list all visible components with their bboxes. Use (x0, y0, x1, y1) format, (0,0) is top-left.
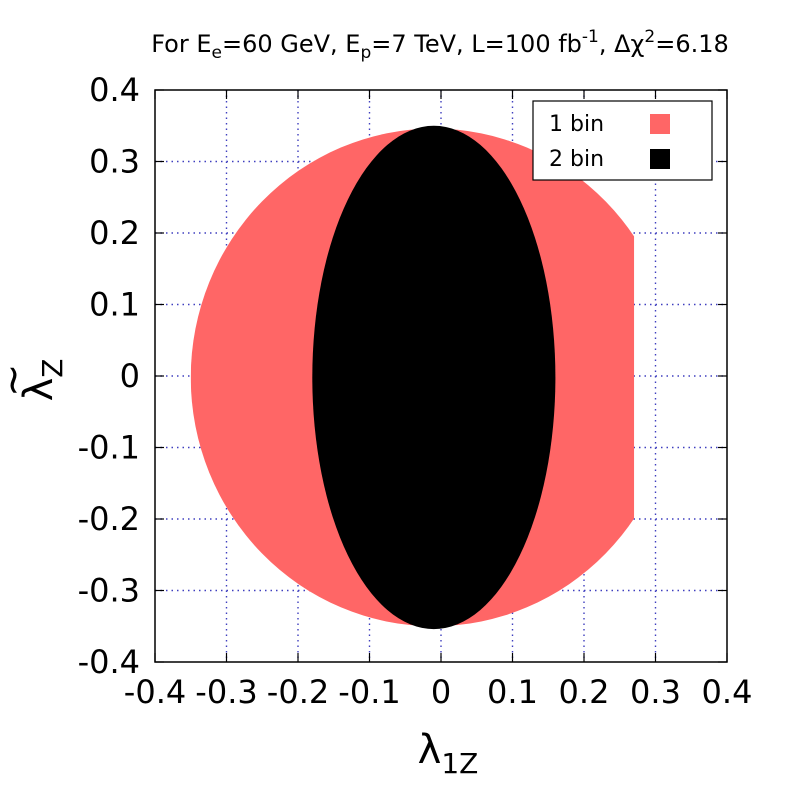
y-tick-label: 0 (120, 357, 140, 395)
x-tick-label: -0.2 (267, 673, 329, 711)
y-tick-label: -0.1 (78, 429, 140, 467)
x-tick-label: -0.3 (195, 673, 257, 711)
x-tick-label: 0.4 (702, 673, 753, 711)
x-tick-label: -0.4 (124, 673, 186, 711)
tick-marks (154, 89, 728, 663)
y-tick-labels: -0.4 -0.3 -0.2 -0.1 0 0.1 0.2 0.3 0.4 (78, 71, 140, 681)
y-axis-label-tilde: ~ (0, 363, 36, 397)
y-axis-label: λZ ~ (0, 359, 69, 402)
y-tick-label: -0.2 (78, 500, 140, 538)
x-tick-labels: -0.4 -0.3 -0.2 -0.1 0 0.1 0.2 0.3 0.4 (124, 673, 753, 711)
x-axis-label: λ1Z (418, 727, 479, 780)
y-tick-label: -0.4 (78, 643, 140, 681)
x-tick-label: 0.3 (630, 673, 681, 711)
y-tick-label: 0.4 (89, 71, 140, 109)
x-tick-label: -0.1 (338, 673, 400, 711)
region-2-bin (312, 125, 556, 630)
x-tick-label: 0.2 (559, 673, 610, 711)
legend-label-1-bin: 1 bin (549, 112, 604, 137)
legend: 1 bin 2 bin (532, 100, 713, 181)
x-tick-label: 0.1 (487, 673, 538, 711)
legend-swatch-1-bin (650, 114, 670, 134)
legend-label-2-bin: 2 bin (549, 147, 604, 172)
legend-swatch-2-bin (650, 149, 670, 169)
y-tick-label: -0.3 (78, 572, 140, 610)
plot-regions (190, 125, 635, 630)
chart-title: For Ee=60 GeV, Ep=7 TeV, L=100 fb-1, Δχ2… (151, 27, 729, 63)
x-tick-label: 0 (431, 673, 451, 711)
legend-box (532, 100, 713, 181)
y-tick-label: 0.2 (89, 214, 140, 252)
y-tick-label: 0.1 (89, 286, 140, 324)
svg-text:λZ: λZ (16, 359, 69, 402)
y-tick-label: 0.3 (89, 143, 140, 181)
